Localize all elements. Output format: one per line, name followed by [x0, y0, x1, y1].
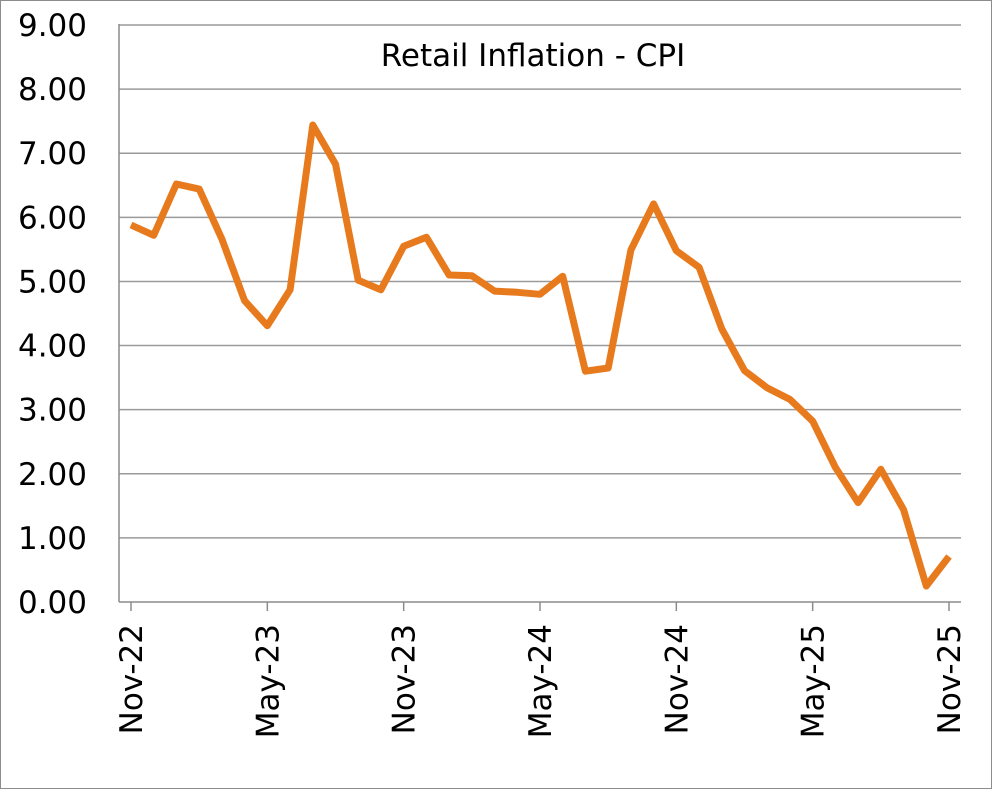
x-tick-label: May-25 [796, 624, 832, 738]
y-tick-labels: 0.00 1.00 2.00 3.00 4.00 5.00 6.00 7.00 8.00 9.00 [18, 8, 87, 621]
x-tick-label: May-23 [250, 624, 286, 738]
x-tick-label: May-24 [523, 624, 559, 738]
axes [118, 24, 961, 611]
y-tick-label: 7.00 [18, 136, 87, 172]
y-tick-label: 1.00 [18, 521, 87, 557]
chart-title: Retail Inflation - CPI [381, 38, 686, 74]
y-tick-label: 6.00 [18, 200, 87, 236]
series-line [129, 121, 952, 590]
y-tick-label: 9.00 [18, 8, 87, 44]
series [129, 121, 952, 590]
y-tick-label: 8.00 [18, 72, 87, 108]
y-tick-label: 0.00 [18, 585, 87, 621]
gridlines [119, 24, 961, 539]
x-tick-label: Nov-23 [387, 624, 423, 734]
y-tick-label: 4.00 [18, 329, 87, 365]
y-tick-label: 2.00 [18, 457, 87, 493]
x-tick-label: Nov-25 [932, 624, 968, 734]
y-tick-label: 5.00 [18, 264, 87, 300]
x-tick-labels: Nov-22 May-23 Nov-23 May-24 Nov-24 May-25 Nov-… [114, 624, 968, 738]
x-tick-label: Nov-22 [114, 624, 150, 734]
y-tick-label: 3.00 [18, 393, 87, 429]
x-tick-label: Nov-24 [659, 624, 695, 734]
